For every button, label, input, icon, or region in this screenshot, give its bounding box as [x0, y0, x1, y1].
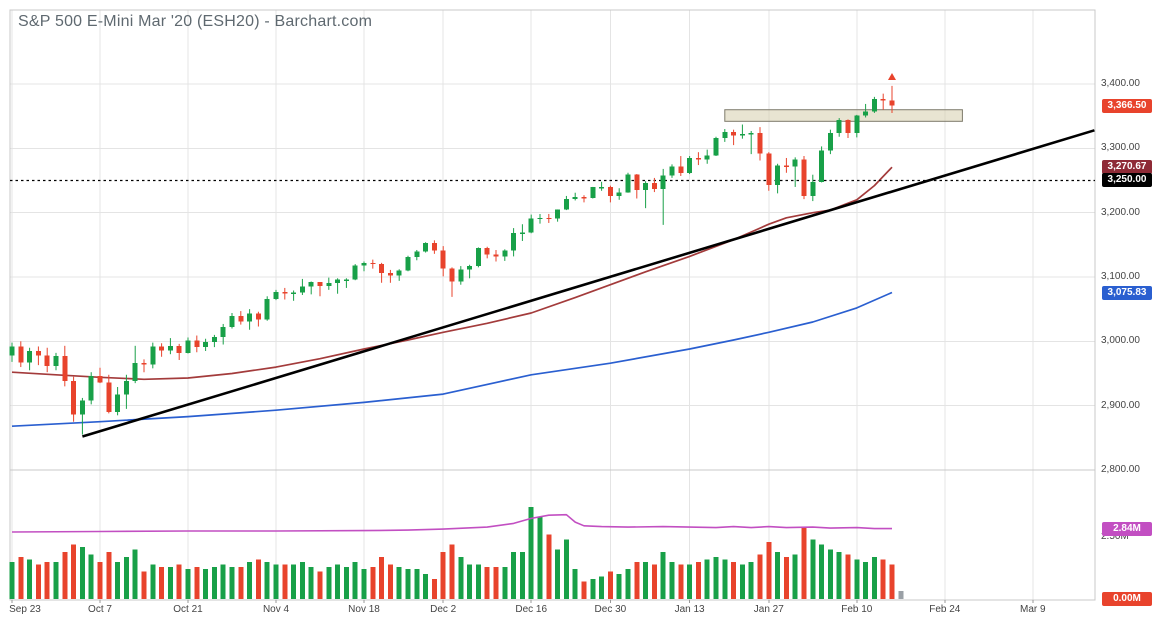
grid-lines — [10, 10, 1095, 600]
time-axis-label: Dec 2 — [430, 604, 457, 615]
time-axis-label: Mar 9 — [1020, 604, 1046, 615]
price-axis-label: 2,900.00 — [1101, 399, 1140, 411]
current-volume-badge: 0.00M — [1102, 592, 1152, 606]
time-axis-label: Jan 27 — [753, 604, 784, 615]
trendline — [82, 129, 1095, 438]
axis-ticks — [11, 600, 1034, 603]
dotted-line-badge: 3,250.00 — [1102, 173, 1152, 188]
time-axis-label: Feb 24 — [929, 604, 961, 615]
price-axis-label: 3,300.00 — [1101, 142, 1140, 154]
last-price-badge: 3,366.50 — [1102, 98, 1152, 113]
new-high-marker — [888, 73, 896, 80]
time-axis-label: Oct 21 — [173, 604, 203, 615]
time-axis-label: Jan 13 — [674, 604, 705, 615]
ma-slow-badge: 3,075.83 — [1102, 285, 1152, 300]
time-axis-label: Dec 16 — [515, 604, 548, 615]
time-axis-label: Feb 10 — [841, 604, 873, 615]
volume-ma-badge: 2.84M — [1102, 521, 1152, 536]
panel-borders — [9, 9, 1096, 601]
chart-title: S&P 500 E-Mini Mar '20 (ESH20) - Barchar… — [18, 13, 373, 30]
price-axis-label: 3,100.00 — [1101, 270, 1140, 282]
volume-ma-line — [11, 513, 892, 533]
time-axis-label: Sep 23 — [9, 604, 41, 615]
volume-layer — [9, 507, 904, 599]
price-axis-label: 3,200.00 — [1101, 206, 1140, 218]
volume-axis-label: 2.50M — [1101, 531, 1129, 542]
resistance-box — [724, 109, 963, 122]
ma-fast-line — [11, 166, 893, 381]
candles-layer — [9, 85, 895, 435]
time-axis-label: Nov 4 — [262, 604, 290, 615]
time-axis-label: Oct 7 — [88, 604, 112, 615]
price-axis-label: 2,800.00 — [1101, 463, 1140, 475]
price-axis-label: 3,000.00 — [1101, 335, 1140, 347]
time-axis-label: Dec 30 — [594, 604, 627, 615]
price-axis-label: 3,400.00 — [1101, 78, 1140, 89]
time-axis-label: Nov 18 — [348, 604, 380, 615]
ma-slow-line — [11, 291, 893, 428]
ma-fast-badge: 3,270.67 — [1102, 160, 1152, 175]
